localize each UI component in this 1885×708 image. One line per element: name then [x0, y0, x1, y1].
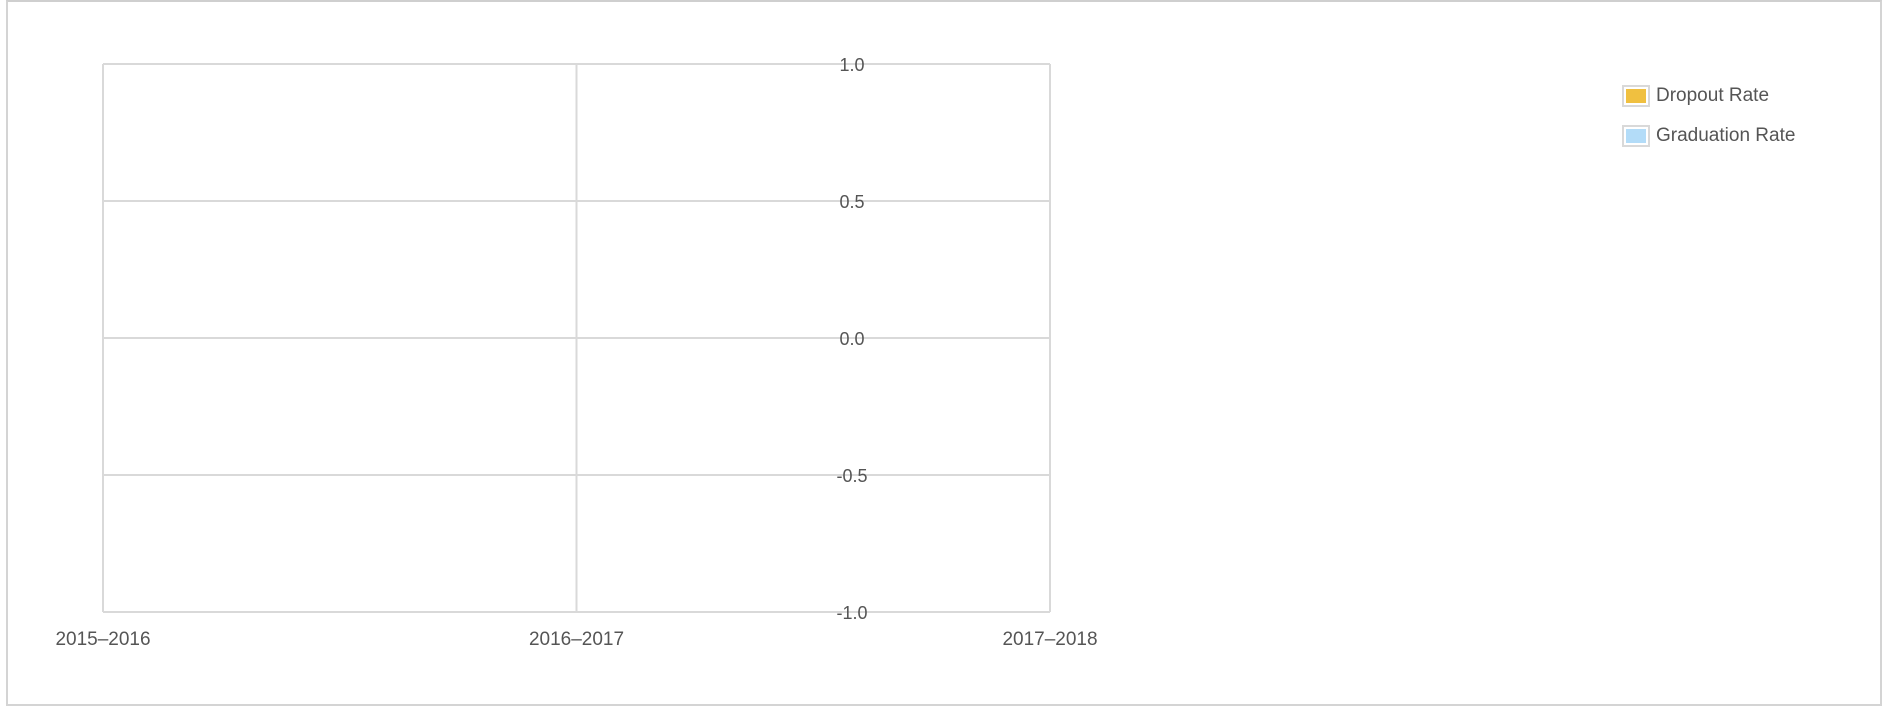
x-tick-label: 2015–2016: [55, 629, 150, 650]
y-tick-labels: 1.0 0.5 0.0 -0.5 -1.0: [836, 55, 867, 623]
legend-label: Graduation Rate: [1656, 125, 1796, 146]
x-tick-labels: 2015–2016 2016–2017 2017–2018: [55, 629, 1097, 650]
legend-item-graduation-rate[interactable]: Graduation Rate: [1622, 120, 1795, 152]
legend-item-dropout-rate[interactable]: Dropout Rate: [1622, 80, 1795, 112]
y-tick-label: -1.0: [836, 603, 867, 623]
y-tick-label: 0.5: [839, 192, 864, 212]
y-tick-label: 1.0: [839, 55, 864, 75]
y-tick-label: -0.5: [836, 466, 867, 486]
chart-panel: [6, 0, 1882, 706]
legend-label: Dropout Rate: [1656, 85, 1770, 106]
y-tick-label: 0.0: [839, 329, 864, 349]
x-tick-label: 2017–2018: [1002, 629, 1097, 650]
x-tick-label: 2016–2017: [529, 629, 624, 650]
legend-swatch-dropout-rate: [1622, 85, 1650, 107]
legend-swatch-fill: [1626, 89, 1646, 103]
legend: Dropout Rate Graduation Rate: [1622, 80, 1795, 160]
legend-swatch-graduation-rate: [1622, 125, 1650, 147]
grid: [102, 63, 1051, 613]
legend-swatch-fill: [1626, 129, 1646, 143]
